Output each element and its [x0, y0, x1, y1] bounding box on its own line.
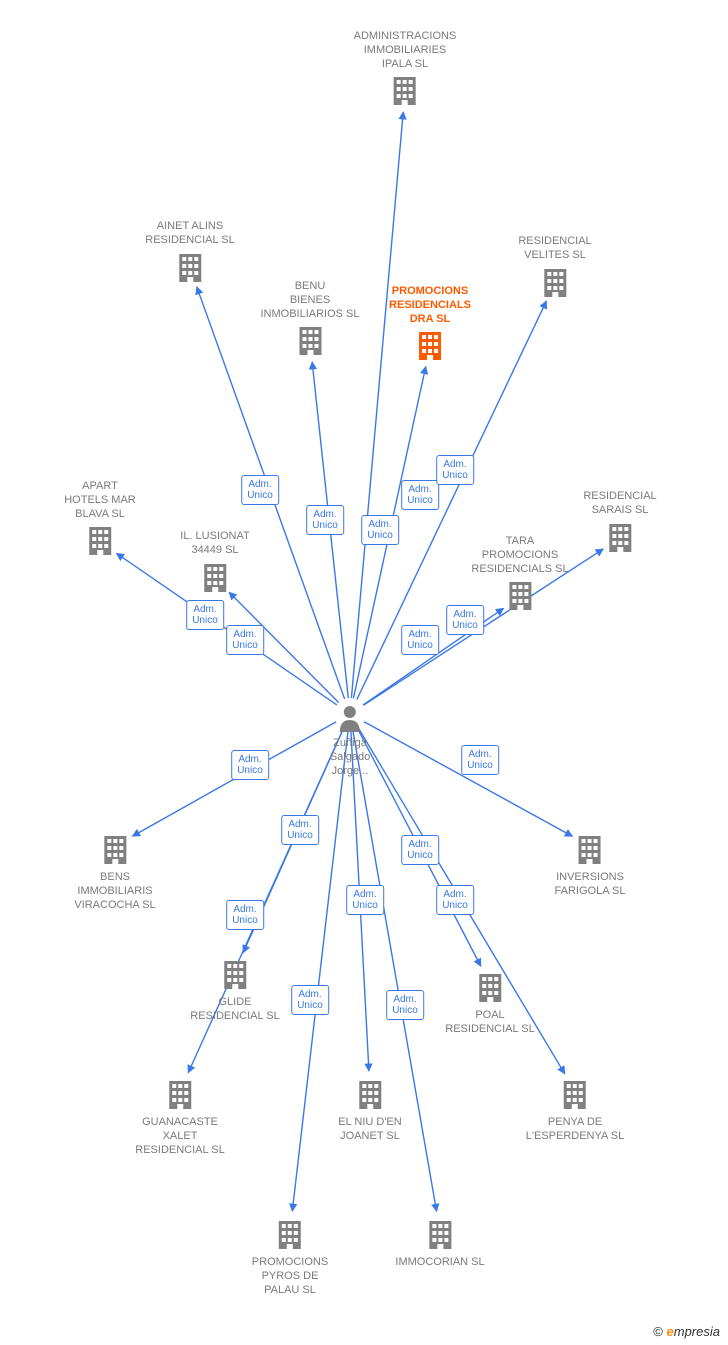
company-node-elniu[interactable]: EL NIU D'EN JOANET SL: [338, 1075, 401, 1144]
edge-line: [351, 730, 369, 1071]
company-node-bens[interactable]: BENS IMMOBILIARIS VIRACOCHA SL: [74, 830, 155, 912]
node-label: IL. LUSIONAT 34449 SL: [180, 530, 249, 558]
node-label: AINET ALINS RESIDENCIAL SL: [145, 220, 234, 248]
edge-line: [351, 112, 403, 698]
edge-line: [243, 729, 343, 953]
edge-label: Adm.Unico: [226, 900, 264, 930]
building-icon: [356, 1079, 384, 1116]
company-node-glide[interactable]: GLIDE RESIDENCIAL SL: [190, 955, 279, 1024]
copyright-symbol: ©: [653, 1324, 663, 1339]
node-label: POAL RESIDENCIAL SL: [445, 1009, 534, 1037]
edge-label: Adm.Unico: [361, 515, 399, 545]
edge-label: Adm.Unico: [401, 835, 439, 865]
edge-label: Adm.Unico: [186, 600, 224, 630]
edge-label: Adm.Unico: [226, 625, 264, 655]
person-icon: [338, 704, 362, 737]
edge-line: [363, 608, 503, 705]
company-node-poal[interactable]: POAL RESIDENCIAL SL: [445, 968, 534, 1037]
edge-line: [312, 362, 348, 698]
node-label: EL NIU D'EN JOANET SL: [338, 1116, 401, 1144]
company-node-penya[interactable]: PENYA DE L'ESPERDENYA SL: [526, 1075, 625, 1144]
edge-label: Adm.Unico: [281, 815, 319, 845]
center-person-node[interactable]: Zuñiga Salgado Jorge...: [330, 700, 370, 778]
copyright: © empresia: [653, 1324, 720, 1339]
node-label: GUANACASTE XALET RESIDENCIAL SL: [135, 1116, 224, 1157]
building-icon: [221, 959, 249, 996]
node-label: Zuñiga Salgado Jorge...: [330, 737, 370, 778]
company-node-guanacaste[interactable]: GUANACASTE XALET RESIDENCIAL SL: [135, 1075, 224, 1157]
node-label: BENS IMMOBILIARIS VIRACOCHA SL: [74, 871, 155, 912]
building-icon: [391, 75, 419, 112]
edge-line: [353, 367, 425, 699]
brand-first-letter: e: [667, 1324, 674, 1339]
edge-line: [229, 592, 339, 702]
company-node-tara[interactable]: TARA PROMOCIONS RESIDENCIALS SL: [471, 535, 568, 617]
edge-label: Adm.Unico: [291, 985, 329, 1015]
node-label: APART HOTELS MAR BLAVA SL: [64, 480, 136, 521]
edge-label: Adm.Unico: [386, 990, 424, 1020]
edge-label: Adm.Unico: [346, 885, 384, 915]
node-label: TARA PROMOCIONS RESIDENCIALS SL: [471, 535, 568, 576]
building-icon: [506, 580, 534, 617]
node-label: PENYA DE L'ESPERDENYA SL: [526, 1116, 625, 1144]
company-node-inversions[interactable]: INVERSIONS FARIGOLA SL: [555, 830, 626, 899]
company-node-apart[interactable]: APART HOTELS MAR BLAVA SL: [64, 480, 136, 562]
building-icon: [86, 525, 114, 562]
building-icon: [476, 972, 504, 1009]
node-label: RESIDENCIAL SARAIS SL: [583, 490, 656, 518]
building-icon: [166, 1079, 194, 1116]
company-node-pyros[interactable]: PROMOCIONS PYROS DE PALAU SL: [252, 1215, 328, 1297]
building-icon: [576, 834, 604, 871]
building-icon: [201, 562, 229, 599]
edge-label: Adm.Unico: [401, 480, 439, 510]
building-icon: [561, 1079, 589, 1116]
edge-label: Adm.Unico: [461, 745, 499, 775]
edge-line: [132, 722, 336, 836]
building-icon: [416, 330, 444, 367]
building-icon: [426, 1219, 454, 1256]
node-label: RESIDENCIAL VELITES SL: [518, 235, 591, 263]
building-icon: [296, 325, 324, 362]
edge-label: Adm.Unico: [231, 750, 269, 780]
company-node-sarais[interactable]: RESIDENCIAL SARAIS SL: [583, 490, 656, 559]
node-label: BENU BIENES INMOBILIARIOS SL: [260, 280, 359, 321]
company-node-immocorian[interactable]: IMMOCORIAN SL: [395, 1215, 484, 1270]
edge-line: [364, 722, 572, 837]
building-icon: [276, 1219, 304, 1256]
company-node-lusionat[interactable]: IL. LUSIONAT 34449 SL: [180, 530, 249, 599]
node-label: IMMOCORIAN SL: [395, 1256, 484, 1270]
company-node-promocions_dra[interactable]: PROMOCIONS RESIDENCIALS DRA SL: [389, 285, 471, 367]
edge-label: Adm.Unico: [306, 505, 344, 535]
edge-label: Adm.Unico: [401, 625, 439, 655]
edge-line: [357, 728, 480, 966]
company-node-velites[interactable]: RESIDENCIAL VELITES SL: [518, 235, 591, 304]
company-node-benu[interactable]: BENU BIENES INMOBILIARIOS SL: [260, 280, 359, 362]
building-icon: [176, 252, 204, 289]
building-icon: [606, 522, 634, 559]
node-label: PROMOCIONS PYROS DE PALAU SL: [252, 1256, 328, 1297]
edge-label: Adm.Unico: [241, 475, 279, 505]
company-node-ainet[interactable]: AINET ALINS RESIDENCIAL SL: [145, 220, 234, 289]
building-icon: [541, 267, 569, 304]
building-icon: [101, 834, 129, 871]
node-label: INVERSIONS FARIGOLA SL: [555, 871, 626, 899]
company-node-admin_ipala[interactable]: ADMINISTRACIONS IMMOBILIARIES IPALA SL: [354, 30, 457, 112]
edge-label: Adm.Unico: [436, 885, 474, 915]
brand-rest: mpresia: [674, 1324, 720, 1339]
edge-label: Adm.Unico: [436, 455, 474, 485]
node-label: PROMOCIONS RESIDENCIALS DRA SL: [389, 285, 471, 326]
node-label: GLIDE RESIDENCIAL SL: [190, 996, 279, 1024]
node-label: ADMINISTRACIONS IMMOBILIARIES IPALA SL: [354, 30, 457, 71]
